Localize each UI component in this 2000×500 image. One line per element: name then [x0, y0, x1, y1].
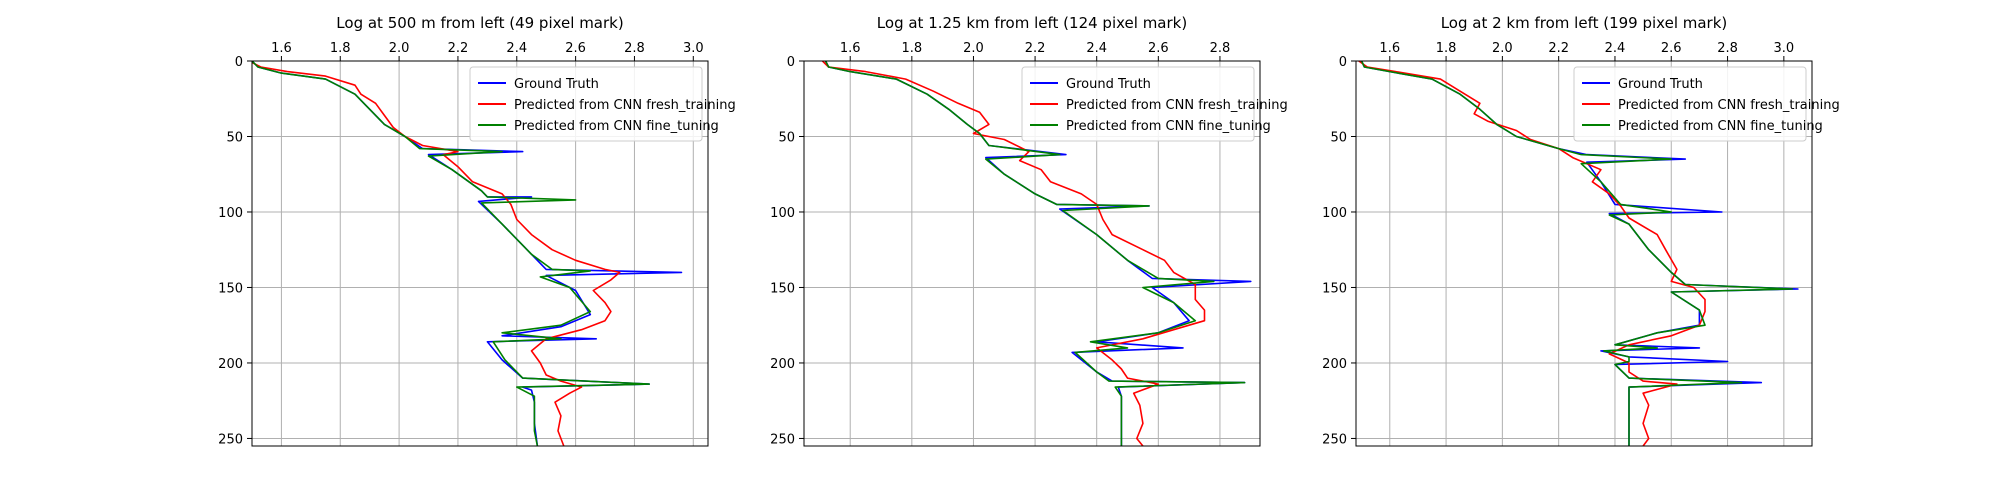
- x-tick-label-7: 3.0: [683, 41, 704, 56]
- y-tick-label-4: 200: [1322, 357, 1347, 372]
- y-tick-label-1: 50: [1330, 130, 1347, 145]
- y-tick-label-2: 100: [770, 206, 795, 221]
- y-tick-label-1: 50: [226, 130, 243, 145]
- x-tick-label-1: 1.8: [1436, 41, 1457, 56]
- x-tick-label-5: 2.6: [1661, 41, 1682, 56]
- y-tick-label-0: 0: [787, 55, 795, 70]
- x-tick-label-0: 1.6: [271, 41, 292, 56]
- series-line-3: [252, 61, 650, 446]
- legend-label-3: Predicted from CNN fine_tuning: [1618, 119, 1823, 134]
- y-tick-label-0: 0: [235, 55, 243, 70]
- plot-frame: [251, 60, 709, 447]
- x-tick-label-4: 2.4: [1605, 41, 1626, 56]
- x-tick-label-1: 1.8: [901, 41, 922, 56]
- legend-box: [1021, 66, 1255, 142]
- legend-label-3: Predicted from CNN fine_tuning: [1066, 119, 1271, 134]
- x-tick-label-2: 2.0: [1492, 41, 1513, 56]
- series-group: [821, 61, 1252, 446]
- x-tick-label-2: 2.0: [963, 41, 984, 56]
- x-tick-label-2: 2.0: [389, 41, 410, 56]
- chart-panel-1: 1.6 1.8 2.0 2.2 2.4 2.6 2.8 3.0 0 50 100 150 200 250 L…: [218, 14, 736, 447]
- series-group: [252, 61, 683, 446]
- x-tick-label-0: 1.6: [1379, 41, 1400, 56]
- y-tick-label-5: 250: [218, 432, 243, 447]
- x-tick-label-6: 2.8: [1210, 41, 1231, 56]
- plot-frame: [1355, 60, 1813, 447]
- series-line-2: [821, 61, 1206, 446]
- x-tick-label-5: 2.6: [1148, 41, 1169, 56]
- series-line-2: [252, 61, 621, 446]
- chart-title: Log at 1.25 km from left (124 pixel mark…: [877, 14, 1187, 32]
- legend-label-2: Predicted from CNN fresh_training: [514, 98, 736, 113]
- x-tick-label-6: 2.8: [624, 41, 645, 56]
- y-tick-label-5: 250: [770, 432, 795, 447]
- legend-box: [1573, 66, 1807, 142]
- y-tick-label-3: 150: [770, 281, 795, 296]
- x-tick-label-3: 2.2: [1025, 41, 1046, 56]
- legend-label-2: Predicted from CNN fresh_training: [1618, 98, 1840, 113]
- series-group: [1358, 61, 1799, 446]
- series-line-3: [1360, 61, 1794, 446]
- x-tick-label-7: 3.0: [1774, 41, 1795, 56]
- legend-label-1: Ground Truth: [1066, 77, 1151, 92]
- y-tick-label-1: 50: [778, 130, 795, 145]
- chart-title: Log at 2 km from left (199 pixel mark): [1441, 14, 1728, 32]
- chart-panel-3: 1.6 1.8 2.0 2.2 2.4 2.6 2.8 3.0 0 50 100 150 200 250 L…: [1322, 14, 1840, 447]
- plot-frame: [803, 60, 1261, 447]
- x-tick-label-4: 2.4: [506, 41, 527, 56]
- x-tick-label-4: 2.4: [1086, 41, 1107, 56]
- y-tick-label-2: 100: [1322, 206, 1347, 221]
- chart-title: Log at 500 m from left (49 pixel mark): [336, 14, 623, 32]
- y-tick-label-5: 250: [1322, 432, 1347, 447]
- x-tick-label-6: 2.8: [1717, 41, 1738, 56]
- series-line-2: [1358, 61, 1706, 446]
- y-tick-label-0: 0: [1339, 55, 1347, 70]
- legend-label-2: Predicted from CNN fresh_training: [1066, 98, 1288, 113]
- x-tick-label-3: 2.2: [1548, 41, 1569, 56]
- legend-box: [469, 66, 703, 142]
- series-line-3: [824, 61, 1246, 446]
- legend-label-3: Predicted from CNN fine_tuning: [514, 119, 719, 134]
- y-tick-label-2: 100: [218, 206, 243, 221]
- y-tick-label-3: 150: [218, 281, 243, 296]
- x-tick-label-1: 1.8: [330, 41, 351, 56]
- x-tick-label-3: 2.2: [448, 41, 469, 56]
- y-tick-label-4: 200: [218, 357, 243, 372]
- x-tick-label-5: 2.6: [565, 41, 586, 56]
- y-tick-label-4: 200: [770, 357, 795, 372]
- legend-label-1: Ground Truth: [1618, 77, 1703, 92]
- chart-panel-2: 1.6 1.8 2.0 2.2 2.4 2.6 2.8 0 50 100 150 200 250 Log …: [770, 14, 1288, 447]
- y-tick-label-3: 150: [1322, 281, 1347, 296]
- legend-label-1: Ground Truth: [514, 77, 599, 92]
- x-tick-label-0: 1.6: [840, 41, 861, 56]
